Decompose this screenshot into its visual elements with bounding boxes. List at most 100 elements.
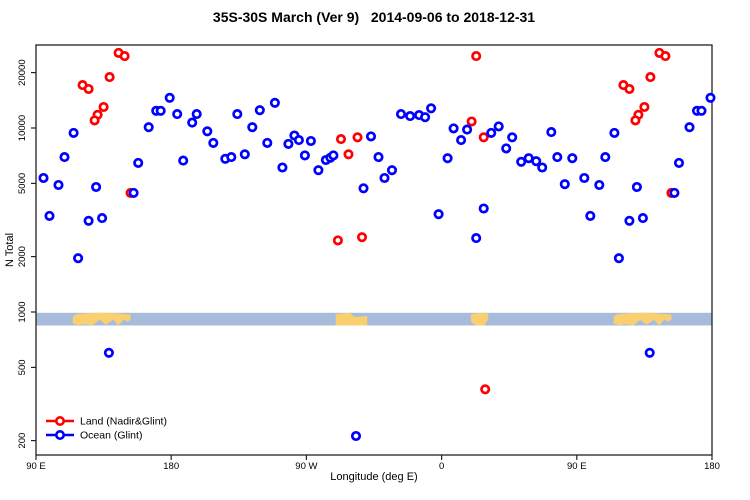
land-point — [645, 72, 656, 83]
x-tick-label: 90 E — [26, 461, 46, 472]
legend-marker-ocean-icon — [54, 429, 65, 440]
ocean-point — [313, 165, 324, 176]
ocean-point — [328, 150, 339, 161]
ocean-point — [277, 162, 288, 173]
ocean-point — [456, 135, 467, 146]
legend-label-land: Land (Nadir&Glint) — [80, 416, 167, 428]
land-point — [89, 115, 100, 126]
ocean-point — [567, 153, 578, 164]
ocean-point — [128, 187, 139, 198]
ocean-point — [559, 179, 570, 190]
map-strip-ocean — [36, 312, 712, 326]
x-axis-label: Longitude (deg E) — [330, 471, 418, 483]
ocean-point — [448, 123, 459, 134]
ocean-point — [254, 105, 265, 116]
ocean-point — [262, 137, 273, 148]
land-point — [98, 101, 109, 113]
ocean-point — [299, 150, 310, 161]
land-point — [660, 51, 671, 62]
x-tick-label: 90 W — [295, 461, 317, 472]
ocean-point — [358, 183, 369, 194]
land-point — [332, 235, 343, 246]
land-point — [471, 51, 482, 62]
legend: Land (Nadir&Glint) Ocean (Glint) — [46, 416, 167, 442]
land-point — [480, 384, 491, 395]
ocean-point — [232, 109, 243, 120]
ocean-point — [507, 132, 518, 143]
land-point — [83, 83, 94, 95]
y-tick-label: 10000 — [17, 115, 28, 141]
ocean-point — [68, 127, 79, 138]
ocean-point — [684, 122, 695, 133]
ocean-point — [59, 152, 70, 163]
data-points — [38, 47, 716, 442]
map-strip-land-australia — [613, 312, 672, 326]
ocean-point — [269, 97, 280, 108]
ocean-point — [552, 152, 563, 163]
ocean-point — [73, 253, 84, 264]
ocean-point — [696, 105, 707, 116]
ocean-point — [613, 253, 624, 264]
land-point — [119, 51, 130, 62]
land-point — [343, 149, 354, 160]
ocean-point — [471, 233, 482, 244]
ocean-point — [164, 92, 175, 103]
ocean-point — [673, 157, 685, 168]
ocean-point — [395, 109, 407, 120]
ocean-point — [283, 138, 294, 149]
ocean-point — [631, 181, 642, 193]
ocean-point — [462, 124, 473, 135]
x-tick-label: 180 — [163, 461, 179, 472]
ocean-point — [293, 135, 304, 146]
ocean-point — [305, 135, 316, 147]
ocean-point — [143, 122, 154, 133]
ocean-point — [579, 172, 590, 184]
land-point — [352, 132, 363, 143]
ocean-point — [103, 347, 114, 358]
ocean-point — [350, 430, 362, 442]
y-tick-label: 500 — [17, 359, 28, 375]
legend-item-ocean: Ocean (Glint) — [46, 430, 142, 442]
axes: 90 E 180 90 W 0 90 E 180 200 500 1000 2000 5000 100… — [17, 44, 720, 472]
ocean-point — [585, 210, 596, 221]
ocean-point — [226, 152, 237, 163]
map-strip — [36, 312, 712, 326]
ocean-point — [546, 127, 557, 138]
land-point — [466, 116, 477, 127]
ocean-point — [442, 153, 453, 164]
plot-frame — [35, 44, 713, 456]
ocean-point — [91, 181, 102, 193]
ocean-point — [624, 215, 635, 226]
y-tick-label: 5000 — [17, 173, 28, 194]
ocean-point — [644, 347, 655, 358]
x-tick-label: 180 — [704, 461, 720, 472]
ocean-point — [669, 187, 680, 198]
ocean-point — [405, 111, 416, 122]
y-tick-label: 2000 — [17, 246, 28, 267]
ocean-point — [44, 210, 55, 221]
map-strip-land-south-africa — [470, 312, 489, 326]
land-point — [104, 72, 115, 83]
ocean-point — [516, 156, 527, 167]
legend-item-land: Land (Nadir&Glint) — [46, 416, 167, 428]
ocean-point — [133, 157, 144, 168]
ocean-point — [247, 122, 258, 133]
ocean-point — [172, 109, 183, 120]
land-point — [478, 132, 489, 143]
land-point — [624, 83, 635, 95]
land-point — [639, 101, 650, 113]
y-tick-label: 200 — [17, 433, 28, 449]
y-tick-label: 20000 — [17, 59, 28, 85]
ocean-point — [501, 143, 512, 154]
map-strip-land-australia — [72, 312, 131, 326]
map-strip-land-south-america — [335, 312, 368, 326]
ocean-point — [373, 152, 384, 163]
x-tick-label: 0 — [439, 461, 444, 472]
ocean-point — [594, 179, 605, 191]
ocean-point — [531, 156, 542, 167]
y-tick-label: 1000 — [17, 301, 28, 322]
ocean-point — [202, 126, 213, 137]
ocean-point — [420, 112, 431, 123]
ocean-point — [178, 155, 189, 166]
ocean-point — [493, 121, 504, 132]
